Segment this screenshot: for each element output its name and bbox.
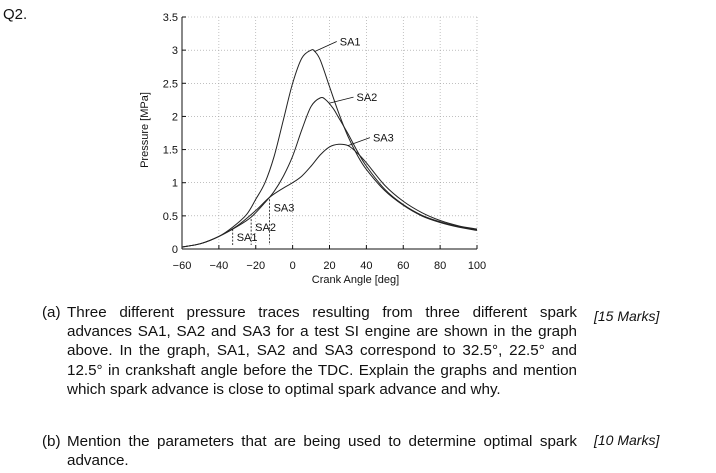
pressure-crank-angle-chart: 0 0.5 1 1.5 2 2.5 3 3.5 −60 −40 −20 0 20 40 60 80 100 Cra… <box>139 12 486 286</box>
question-number: Q2. <box>3 6 28 23</box>
y-tick-label: 0 <box>172 244 178 256</box>
annotation-leader-sa2 <box>329 96 354 104</box>
y-tick-label: 2.5 <box>163 78 178 90</box>
series-line-sa3 <box>181 143 478 248</box>
y-axis-label: Pressure [MPa] <box>139 92 151 168</box>
x-tick-label: 20 <box>323 260 335 272</box>
x-tick-label: −40 <box>210 260 229 272</box>
y-tick-label: 1.5 <box>163 145 178 157</box>
annotation-leader-sa3 <box>347 137 371 146</box>
part-b-label: (b) <box>42 433 61 450</box>
x-tick-label: −20 <box>246 260 265 272</box>
x-tick-label: 80 <box>434 260 446 272</box>
annotation-leader-sa1 <box>314 41 337 52</box>
y-tick-label: 3.5 <box>163 12 178 24</box>
part-a-text: Three different pressure traces resultin… <box>67 304 577 398</box>
y-tick-label: 2 <box>172 111 178 123</box>
x-tick-label: −60 <box>173 260 192 272</box>
series-line-sa1 <box>181 49 478 248</box>
x-tick-label: 40 <box>360 260 372 272</box>
y-tick-label: 1 <box>172 178 178 190</box>
annotation-label-sa2: SA2 <box>357 92 378 104</box>
x-tick-label: 0 <box>290 260 296 272</box>
part-b-text: Mention the parameters that are being us… <box>67 433 577 470</box>
part-a-marks: [15 Marks] <box>594 308 660 324</box>
part-b-marks: [10 Marks] <box>594 432 660 448</box>
x-axis-label: Crank Angle [deg] <box>312 274 399 286</box>
x-tick-label: 100 <box>468 260 486 272</box>
series-line-sa2 <box>181 96 478 248</box>
annotation-label-sa3: SA3 <box>373 133 394 145</box>
part-a-label: (a) <box>42 304 61 321</box>
spark-label-sa2: SA2 <box>255 222 276 234</box>
x-tick-label: 60 <box>397 260 409 272</box>
spark-label-sa1: SA1 <box>237 232 258 244</box>
y-tick-label: 3 <box>172 45 178 57</box>
y-tick-label: 0.5 <box>163 211 178 223</box>
annotation-label-sa1: SA1 <box>340 36 361 48</box>
spark-label-sa3: SA3 <box>274 202 295 214</box>
